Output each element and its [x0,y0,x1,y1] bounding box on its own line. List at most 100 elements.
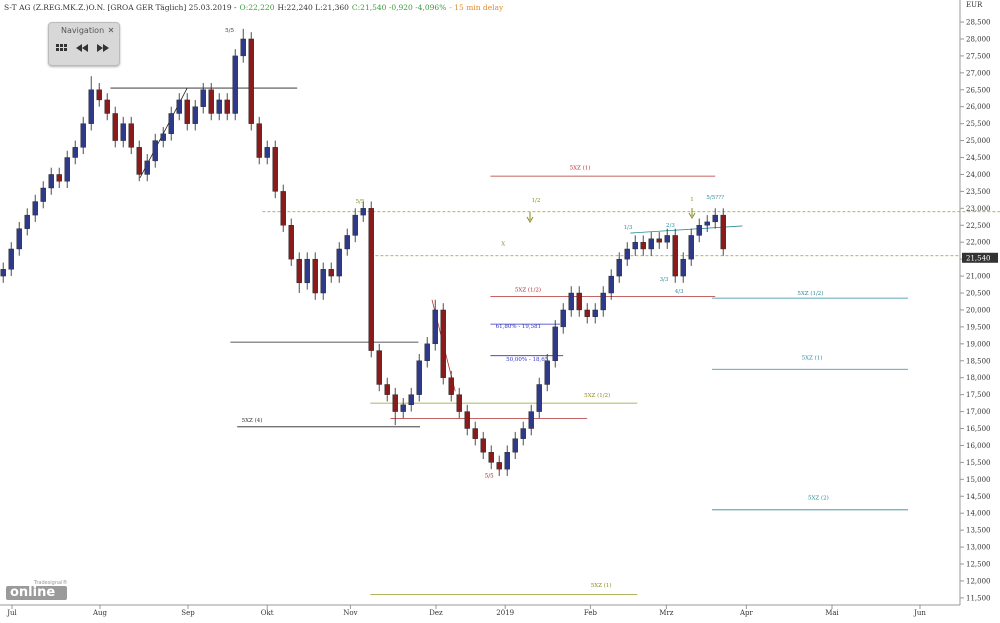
forward-icon[interactable] [97,44,109,52]
y-tick-label: 12,500 [966,561,991,569]
annotation: 5XZ (1/2) [515,286,541,293]
annotation: 5XZ (1/2) [797,290,823,297]
x-tick-label: Jul [6,609,17,617]
candle-body [424,343,430,361]
back-icon[interactable] [76,44,88,52]
x-tick-label: Sep [181,609,195,617]
annotation: 1 [690,197,694,203]
y-tick-label: 12,000 [966,577,991,585]
candle-body [104,99,110,114]
candle-body [552,326,558,361]
y-axis-label: EUR [966,1,983,9]
candle-body [24,214,30,229]
annotation: 5XZ (1/2) [584,392,610,399]
candle-body [280,191,286,226]
grid-icon[interactable] [56,44,67,51]
candle-body [208,89,214,114]
y-tick-label: 28,000 [966,35,991,43]
candle-body [120,123,126,141]
candle-body [304,258,310,284]
candle-body [144,160,150,175]
annotation: 5XZ (1) [570,164,591,171]
y-tick-label: 15,500 [966,459,991,467]
candle-body [608,275,614,294]
close-icon[interactable] [108,27,114,33]
candle-body [384,384,390,395]
x-tick-label: Mai [825,609,839,617]
y-tick-label: 25,500 [966,120,991,128]
candle-body [248,38,254,124]
candle-body [152,140,158,162]
y-tick-label: 17,000 [966,408,991,416]
candle-body [264,147,270,158]
candle-body [160,133,166,141]
last-price-label: 21,540 [966,254,991,262]
y-tick-label: 20,500 [966,290,991,298]
last-price-box [962,252,998,263]
y-tick-label: 18,000 [966,374,991,382]
candle-body [448,377,454,395]
x-tick-label: Nov [343,609,357,617]
candle-body [480,438,486,453]
candle-body [712,214,718,223]
annotation: 50,00% - 18,65 [506,357,549,363]
annotation: 5/5??? [706,195,724,201]
y-tick-label: 14,500 [966,493,991,501]
candle-body [536,384,542,412]
candle-body [648,238,654,250]
candle-body [328,269,334,277]
x-tick-label: 2019 [496,609,514,617]
annotation: 2/3 [666,223,675,229]
candle-body [0,269,6,277]
candle-body [192,106,198,124]
candle-body [704,221,710,226]
candle-body [440,309,446,378]
annotation: 1/2 [532,198,541,204]
header-part: C:21,540 -0,920 -4,096% [352,3,446,12]
arrow-marker [526,212,534,223]
y-tick-label: 20,000 [966,306,991,314]
y-tick-label: 19,500 [966,323,991,331]
candle-body [496,462,502,470]
candle-body [720,214,726,250]
candle-body [296,258,302,284]
candle-body [616,258,622,277]
y-tick-label: 28,500 [966,19,991,27]
candle-body [600,292,606,311]
y-tick-label: 11,500 [966,594,991,602]
candle-body [560,309,566,328]
navigation-panel[interactable]: Navigation [48,22,120,66]
candle-body [472,428,478,439]
candle-body [696,225,702,236]
candle-body [656,238,662,243]
candle-body [632,242,638,250]
y-tick-label: 22,000 [966,239,991,247]
candle-body [568,292,574,311]
x-tick-label: Feb [584,609,598,617]
candle-body [528,411,534,429]
annotation: 5/5 [225,28,234,34]
y-tick-label: 14,000 [966,510,991,518]
candle-body [344,235,350,250]
logo-name: online [6,586,68,600]
candle-body [400,404,406,412]
y-tick-label: 15,000 [966,476,991,484]
candle-body [672,235,678,277]
candle-body [88,89,94,124]
y-tick-label: 21,000 [966,273,991,281]
candle-body [184,99,190,124]
y-tick-label: 16,000 [966,442,991,450]
candle-body [664,235,670,243]
candle-body [584,309,590,317]
candle-body [336,248,342,277]
candle-body [40,187,46,202]
y-tick-label: 24,500 [966,154,991,162]
candle-body [376,350,382,385]
candle-body [688,235,694,260]
y-tick-label: 27,500 [966,52,991,60]
candle-body [504,452,510,470]
candle-body [200,89,206,107]
candle-body [72,147,78,158]
y-tick-label: 13,500 [966,527,991,535]
